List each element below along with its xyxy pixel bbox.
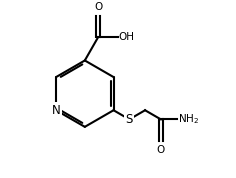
Text: S: S (126, 113, 133, 126)
Text: O: O (157, 145, 165, 155)
Text: O: O (94, 2, 102, 12)
Text: NH$_2$: NH$_2$ (178, 112, 199, 126)
Text: N: N (52, 104, 60, 117)
Text: OH: OH (119, 32, 135, 42)
